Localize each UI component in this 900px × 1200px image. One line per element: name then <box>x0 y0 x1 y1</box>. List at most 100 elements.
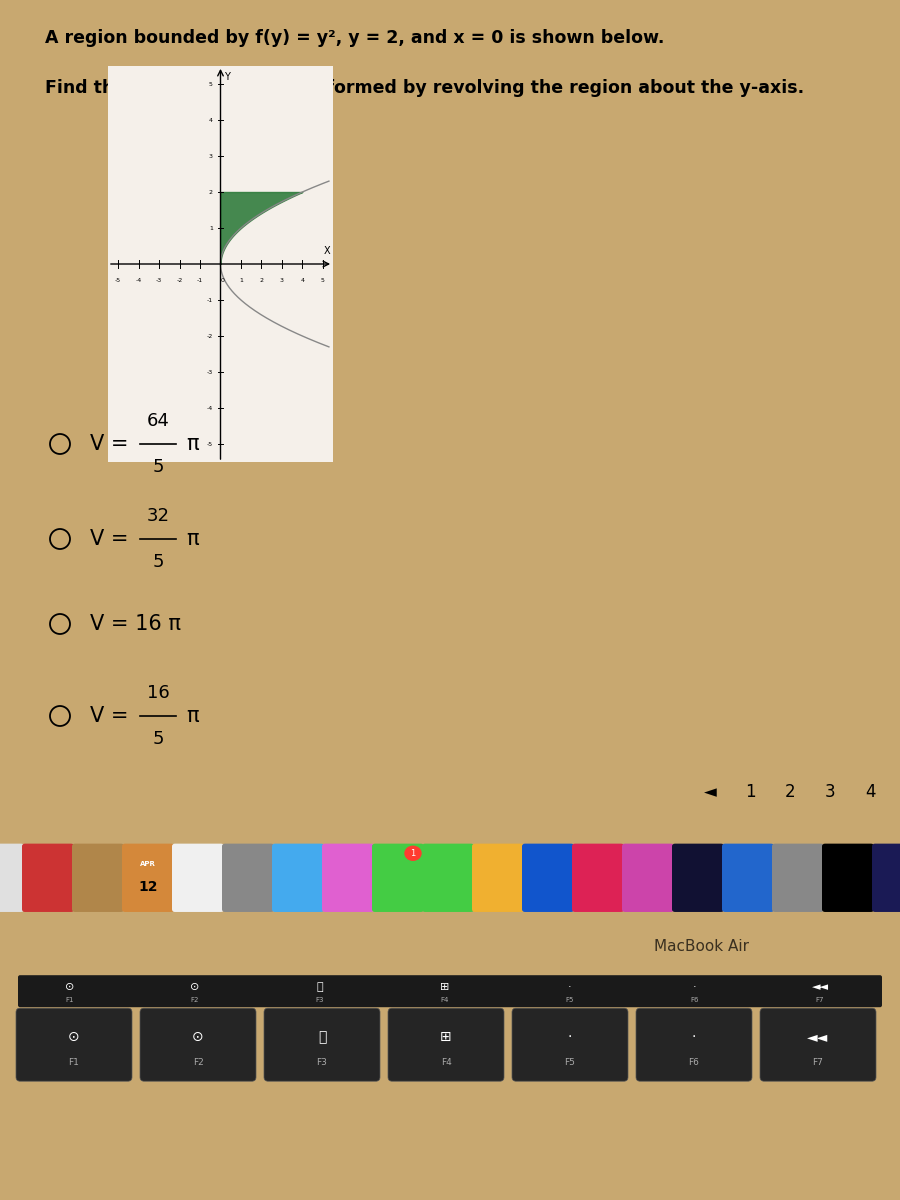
FancyBboxPatch shape <box>388 1008 504 1081</box>
Text: ⬜: ⬜ <box>317 982 323 992</box>
Text: F4: F4 <box>441 996 449 1003</box>
Text: 4: 4 <box>865 782 875 802</box>
Text: -4: -4 <box>206 406 212 410</box>
Text: -1: -1 <box>197 277 203 283</box>
Text: π: π <box>186 434 199 454</box>
Text: X: X <box>324 246 330 256</box>
FancyBboxPatch shape <box>872 844 900 912</box>
FancyBboxPatch shape <box>722 844 774 912</box>
FancyBboxPatch shape <box>760 1008 876 1081</box>
Text: -2: -2 <box>176 277 183 283</box>
Text: F2: F2 <box>193 1058 203 1068</box>
Text: F1: F1 <box>68 1058 79 1068</box>
Text: Y: Y <box>224 72 230 82</box>
Text: F3: F3 <box>317 1058 328 1068</box>
Text: V = 16 π: V = 16 π <box>90 614 181 634</box>
Text: F1: F1 <box>66 996 74 1003</box>
FancyBboxPatch shape <box>18 976 882 1007</box>
Text: F4: F4 <box>441 1058 452 1068</box>
Text: ⊙: ⊙ <box>66 982 75 992</box>
FancyBboxPatch shape <box>772 844 824 912</box>
Text: ⊙: ⊙ <box>193 1030 203 1044</box>
FancyBboxPatch shape <box>0 844 24 912</box>
Text: ⊞: ⊞ <box>440 982 450 992</box>
Text: -1: -1 <box>207 298 212 302</box>
FancyBboxPatch shape <box>572 844 624 912</box>
FancyBboxPatch shape <box>672 844 724 912</box>
FancyBboxPatch shape <box>272 844 324 912</box>
Text: 1: 1 <box>744 782 755 802</box>
Text: ·: · <box>568 1030 572 1044</box>
Text: ⊙: ⊙ <box>190 982 200 992</box>
Text: F5: F5 <box>564 1058 575 1068</box>
FancyBboxPatch shape <box>172 844 224 912</box>
Text: ·: · <box>693 982 697 992</box>
Text: ◄: ◄ <box>704 782 716 802</box>
Text: 5: 5 <box>209 82 212 86</box>
Text: F6: F6 <box>691 996 699 1003</box>
FancyBboxPatch shape <box>522 844 574 912</box>
Text: 32: 32 <box>147 506 169 526</box>
Text: 2: 2 <box>209 190 212 194</box>
FancyBboxPatch shape <box>140 1008 256 1081</box>
FancyBboxPatch shape <box>22 844 74 912</box>
Text: F7: F7 <box>813 1058 824 1068</box>
FancyBboxPatch shape <box>372 844 424 912</box>
Text: F7: F7 <box>815 996 824 1003</box>
Text: -2: -2 <box>206 334 212 338</box>
Text: 1: 1 <box>209 226 212 230</box>
Text: 3: 3 <box>280 277 284 283</box>
Text: 4: 4 <box>301 277 304 283</box>
Text: ⬜: ⬜ <box>318 1030 326 1044</box>
Text: ◄◄: ◄◄ <box>807 1030 829 1044</box>
Text: 5: 5 <box>152 553 164 571</box>
Circle shape <box>405 846 421 860</box>
Text: 12: 12 <box>139 881 158 894</box>
Text: F6: F6 <box>688 1058 699 1068</box>
Text: 5: 5 <box>320 277 325 283</box>
Text: 2: 2 <box>785 782 796 802</box>
FancyBboxPatch shape <box>472 844 524 912</box>
Text: Find the volume of the solid formed by revolving the region about the y-axis.: Find the volume of the solid formed by r… <box>45 79 804 97</box>
Text: 64: 64 <box>147 412 169 430</box>
FancyBboxPatch shape <box>72 844 124 912</box>
Text: V =: V = <box>90 706 135 726</box>
Text: 16: 16 <box>147 684 169 702</box>
Text: -3: -3 <box>156 277 162 283</box>
Text: ·: · <box>568 982 572 992</box>
Text: ·: · <box>692 1030 697 1044</box>
FancyBboxPatch shape <box>122 844 174 912</box>
Text: 2: 2 <box>259 277 264 283</box>
Text: -5: -5 <box>115 277 122 283</box>
Text: ◄◄: ◄◄ <box>812 982 829 992</box>
FancyBboxPatch shape <box>822 844 874 912</box>
Text: A region bounded by f(y) = y², y = 2, and x = 0 is shown below.: A region bounded by f(y) = y², y = 2, an… <box>45 29 664 47</box>
Text: ⊞: ⊞ <box>440 1030 452 1044</box>
Text: 1: 1 <box>239 277 243 283</box>
FancyBboxPatch shape <box>622 844 674 912</box>
FancyBboxPatch shape <box>636 1008 752 1081</box>
Text: F2: F2 <box>191 996 199 1003</box>
Text: π: π <box>186 706 199 726</box>
Text: 1: 1 <box>410 848 416 858</box>
Text: -4: -4 <box>136 277 142 283</box>
Text: MacBook Air: MacBook Air <box>654 940 750 954</box>
Text: 5: 5 <box>152 458 164 476</box>
Text: V =: V = <box>90 529 135 550</box>
Text: F3: F3 <box>316 996 324 1003</box>
FancyBboxPatch shape <box>16 1008 132 1081</box>
FancyBboxPatch shape <box>264 1008 380 1081</box>
Text: -3: -3 <box>206 370 212 374</box>
Text: 0: 0 <box>221 277 225 283</box>
Text: 3: 3 <box>824 782 835 802</box>
Text: APR: APR <box>140 860 156 866</box>
Text: ⊙: ⊙ <box>68 1030 80 1044</box>
Text: 5: 5 <box>152 730 164 748</box>
Text: -5: -5 <box>207 442 212 446</box>
FancyBboxPatch shape <box>422 844 474 912</box>
Text: F5: F5 <box>566 996 574 1003</box>
Text: 3: 3 <box>209 154 212 158</box>
FancyBboxPatch shape <box>512 1008 628 1081</box>
FancyBboxPatch shape <box>322 844 374 912</box>
FancyBboxPatch shape <box>222 844 274 912</box>
